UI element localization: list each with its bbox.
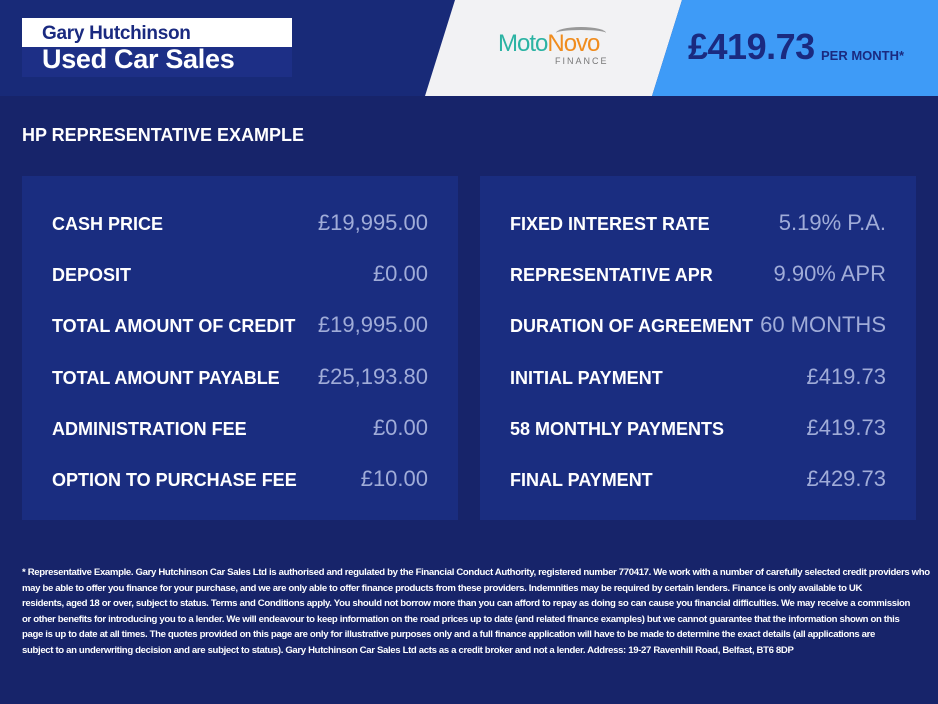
finance-row: 58 MONTHLY PAYMENTS £419.73 (510, 415, 886, 445)
finance-row: ADMINISTRATION FEE £0.00 (52, 415, 428, 445)
finance-row: INITIAL PAYMENT £419.73 (510, 364, 886, 394)
motonovo-logo-part1: Moto (498, 30, 548, 57)
per-month-label: PER MONTH* (821, 48, 905, 63)
finance-row-label: ADMINISTRATION FEE (52, 418, 247, 439)
monthly-price: £419.73 (688, 26, 815, 67)
finance-row-value: £25,193.80 (317, 363, 428, 389)
finance-row-value: £419.73 (806, 363, 886, 389)
finance-row-label: DURATION OF AGREEMENT (510, 316, 753, 337)
finance-logo-background (425, 0, 682, 96)
dealer-logo-line1: Gary Hutchinson (42, 23, 191, 44)
disclaimer-line: subject to an underwriting decision and … (22, 644, 794, 656)
finance-row-value: £419.73 (806, 414, 886, 440)
finance-row: DURATION OF AGREEMENT 60 MONTHS (510, 312, 886, 342)
finance-row-label: FIXED INTEREST RATE (510, 214, 710, 234)
finance-row-value: £429.73 (806, 466, 886, 491)
price-banner-background (652, 0, 938, 96)
finance-row-value: 9.90% APR (773, 261, 886, 287)
disclaimer-line: may be able to offer you finance for you… (22, 582, 863, 594)
finance-row-label: FINAL PAYMENT (510, 470, 653, 490)
disclaimer-line: * Representative Example. Gary Hutchinso… (22, 567, 930, 578)
finance-row-value: £10.00 (360, 466, 428, 491)
motonovo-logo: MotoNovo (498, 30, 600, 58)
header: Gary Hutchinson Used Car Sales MotoNovo … (0, 0, 938, 96)
motonovo-logo-sub: FINANCE (555, 56, 609, 66)
finance-row: TOTAL AMOUNT PAYABLE £25,193.80 (52, 364, 428, 394)
finance-row: REPRESENTATIVE APR 9.90% APR (510, 261, 886, 291)
finance-row-value: £19,995.00 (317, 210, 428, 235)
finance-row-value: £0.00 (372, 414, 428, 440)
motonovo-logo-part2: Novo (547, 30, 600, 57)
finance-row: CASH PRICE £19,995.00 (52, 210, 428, 240)
finance-row-value: £0.00 (372, 261, 428, 287)
finance-row-label: DEPOSIT (52, 265, 132, 286)
section-title: HP REPRESENTATIVE EXAMPLE (22, 125, 305, 145)
finance-row-value: 5.19% P.A. (778, 210, 886, 235)
finance-row-value: £19,995.00 (317, 312, 428, 338)
finance-row-label: TOTAL AMOUNT PAYABLE (52, 367, 280, 388)
left-panel: CASH PRICE £19,995.00 DEPOSIT £0.00 TOTAL AM… (22, 176, 458, 520)
finance-row-label: REPRESENTATIVE APR (510, 265, 713, 286)
finance-row-label: 58 MONTHLY PAYMENTS (510, 418, 725, 439)
finance-row: TOTAL AMOUNT OF CREDIT £19,995.00 (52, 312, 428, 342)
finance-row-label: TOTAL AMOUNT OF CREDIT (52, 316, 296, 337)
finance-row-value: 60 MONTHS (760, 312, 886, 338)
finance-row-label: OPTION TO PURCHASE FEE (52, 470, 297, 490)
dealer-logo: Gary Hutchinson Used Car Sales (22, 18, 292, 77)
disclaimer-line: page is up to date at all times. The quo… (22, 629, 876, 641)
finance-row-label: CASH PRICE (52, 214, 164, 234)
finance-row-label: INITIAL PAYMENT (510, 367, 663, 388)
right-panel: FIXED INTEREST RATE 5.19% P.A. REPRESENTAT… (480, 176, 916, 520)
finance-row: DEPOSIT £0.00 (52, 261, 428, 291)
finance-row: OPTION TO PURCHASE FEE £10.00 (52, 466, 428, 496)
dealer-logo-line2: Used Car Sales (42, 44, 235, 74)
finance-row: FINAL PAYMENT £429.73 (510, 466, 886, 496)
disclaimer-line: or other benefits for introducing you to… (22, 613, 900, 625)
disclaimer-line: residents, aged 18 or over, subject to s… (22, 598, 911, 610)
finance-row: FIXED INTEREST RATE 5.19% P.A. (510, 210, 886, 240)
car-swoosh-icon (556, 27, 606, 39)
disclaimer: * Representative Example. Gary Hutchinso… (22, 565, 930, 659)
